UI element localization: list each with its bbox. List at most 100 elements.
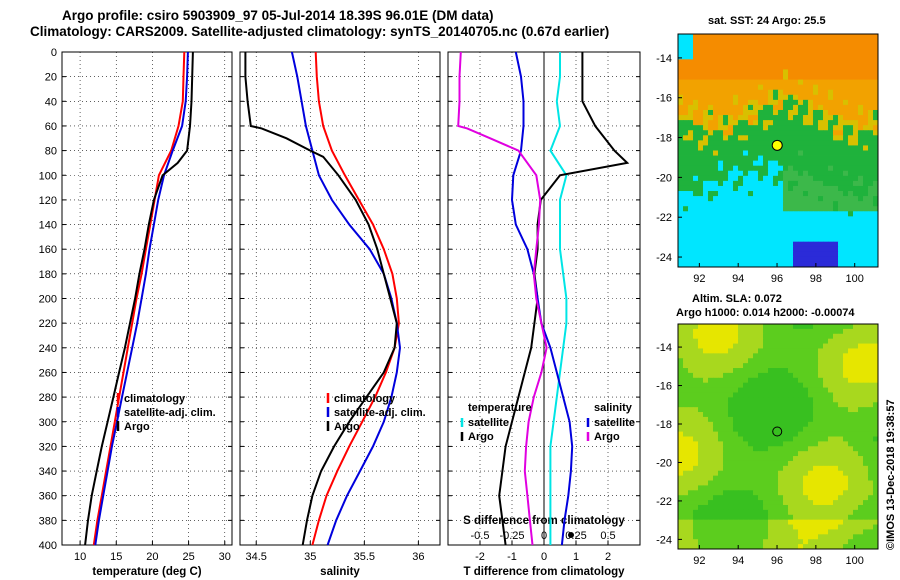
sla-map-cell: [783, 544, 789, 550]
sla-map-cell: [858, 524, 864, 530]
sla-map-cell: [858, 529, 864, 535]
sst-map-cell: [838, 64, 844, 70]
sla-map-cell: [823, 485, 829, 491]
sla-map-cell: [808, 470, 814, 477]
sst-map-title: sat. SST: 24 Argo: 25.5: [708, 15, 826, 27]
sst-map-cell: [838, 125, 844, 131]
sla-map-cell: [858, 407, 864, 413]
sst-map-cell: [803, 221, 809, 227]
sst-map-cell: [803, 79, 809, 86]
sla-map-cell: [763, 514, 769, 521]
sst-map-cell: [763, 236, 769, 243]
sla-map-cell: [733, 519, 739, 525]
sla-map-cell: [748, 456, 754, 462]
sst-map-cell: [818, 236, 824, 243]
sst-map-cell: [828, 84, 834, 91]
sla-map-cell: [848, 431, 854, 437]
sla-map-cell: [763, 460, 769, 467]
sla-map-cell: [733, 509, 739, 516]
diff-xtick-label: 2: [605, 551, 611, 563]
sst-map-cell: [803, 44, 809, 50]
sst-map-cell: [733, 150, 739, 156]
sst-map-cell: [768, 175, 774, 182]
sst-map-cell: [713, 256, 719, 263]
sst-map-cell: [768, 44, 774, 50]
sst-map-cell: [823, 130, 829, 136]
sal-legend-item: satellite-adj. clim.: [334, 407, 426, 419]
sla-map-cell: [758, 333, 764, 340]
sst-map-cell: [698, 216, 704, 222]
sst-map-cell: [688, 49, 694, 55]
sla-map-cell: [803, 446, 809, 452]
sla-map-cell: [743, 416, 749, 423]
sst-map-cell: [843, 261, 849, 268]
sla-map-cell: [793, 460, 799, 467]
sst-map-cell: [798, 236, 804, 243]
sla-map-cell: [853, 402, 859, 408]
sla-map-cell: [848, 504, 854, 511]
sla-map-cell: [708, 519, 714, 525]
sla-map-cell: [863, 397, 869, 403]
sla-map-cell: [763, 524, 769, 530]
sst-map-cell: [733, 84, 739, 91]
sst-map-cell: [793, 84, 799, 91]
sst-map-cell: [833, 216, 839, 222]
sst-map-cell: [733, 231, 739, 238]
sla-map-cell: [748, 519, 754, 525]
sst-map-cell: [798, 125, 804, 131]
sst-map-cell: [828, 211, 834, 217]
sla-map-cell: [748, 475, 754, 481]
sst-map-cell: [698, 59, 704, 65]
sst-map-cell: [733, 221, 739, 227]
sst-map-cell: [693, 39, 699, 45]
sst-map-cell: [763, 69, 769, 75]
sla-map-cell: [698, 504, 704, 511]
sst-map-cell: [863, 120, 869, 126]
sst-map-cell: [748, 79, 754, 86]
sst-map-cell: [818, 251, 824, 258]
sla-map-cell: [798, 524, 804, 530]
sst-map-cell: [778, 261, 784, 268]
sst-map-cell: [808, 261, 814, 268]
sst-map-cell: [868, 59, 874, 65]
sla-map-cell: [863, 421, 869, 428]
sst-map-cell: [738, 211, 744, 217]
sst-map-cell: [868, 109, 874, 116]
sst-map-cell: [798, 69, 804, 75]
sst-map-cell: [873, 221, 879, 227]
sla-map-cell: [748, 392, 754, 398]
sla-map-cell: [693, 470, 699, 477]
sla-argo-marker: [772, 426, 783, 437]
sst-map-cell: [768, 160, 774, 167]
sst-map-cell: [853, 241, 859, 248]
sst-map-cell: [708, 175, 714, 182]
sst-map-cell: [743, 99, 749, 106]
sst-map-cell: [823, 79, 829, 86]
sla-map-cell: [828, 387, 834, 393]
sla-map-cell: [728, 446, 734, 452]
sla-map-ytick-label: -14: [656, 342, 672, 354]
sst-map-cell: [858, 104, 864, 111]
sla-map-cell: [688, 495, 694, 501]
sst-map-cell: [828, 196, 834, 202]
sla-map-cell: [688, 368, 694, 374]
sla-map-cell: [723, 382, 729, 388]
sla-map-cell: [838, 338, 844, 344]
sst-map-cell: [788, 206, 794, 212]
sst-map-cell: [688, 185, 694, 192]
sla-map-cell: [818, 519, 824, 525]
sst-map-cell: [858, 175, 864, 182]
sst-map-cell: [733, 261, 739, 268]
sst-map-cell: [718, 256, 724, 263]
sst-map-cell: [788, 145, 794, 151]
sst-map-cell: [793, 165, 799, 172]
sst-map-cell: [833, 231, 839, 238]
sla-map-cell: [833, 333, 839, 340]
sst-map-cell: [778, 160, 784, 167]
sst-map-cell: [698, 115, 704, 121]
sst-map-cell: [728, 120, 734, 126]
sla-map-cell: [813, 382, 819, 388]
sst-map-cell: [778, 120, 784, 126]
sla-map-cell: [873, 470, 879, 477]
sla-map-cell: [848, 465, 854, 472]
